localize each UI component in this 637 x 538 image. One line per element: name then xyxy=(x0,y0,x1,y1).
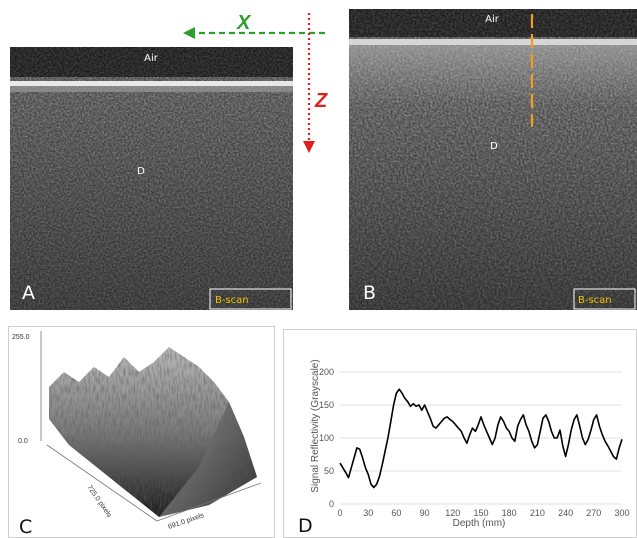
panel-c-z-min-label: 0.0 xyxy=(18,438,28,445)
x-tick-label: 270 xyxy=(586,508,601,518)
x-tick-label: 150 xyxy=(473,508,488,518)
panel-b-bscan: Air D B B-scan xyxy=(349,9,637,310)
panel-c-depth-axis xyxy=(46,444,158,522)
chart-grid xyxy=(340,371,622,505)
x-axis-title: Depth (mm) xyxy=(453,518,506,529)
z-direction-label: Z xyxy=(314,90,328,112)
x-tick-label: 90 xyxy=(420,508,430,518)
x-tick-label: 210 xyxy=(530,508,545,518)
x-tick-label: 300 xyxy=(614,508,629,518)
panel-c-depth-axis-label: 725.0 pixels xyxy=(85,484,112,519)
panel-b-letter: B xyxy=(363,282,376,304)
x-tick-label: 30 xyxy=(363,508,373,518)
x-tick-label: 0 xyxy=(337,508,342,518)
panel-b-region-label: D xyxy=(490,141,498,152)
x-direction-label: X xyxy=(236,12,252,34)
panel-c-letter: C xyxy=(19,516,32,538)
panel-d-letter: D xyxy=(298,515,313,537)
x-tick-label: 180 xyxy=(502,508,517,518)
panel-c-width-axis xyxy=(156,482,262,522)
x-tick-label: 60 xyxy=(391,508,401,518)
y-tick-label: 100 xyxy=(319,433,334,443)
direction-arrows: X Z xyxy=(183,12,328,153)
panel-a-scan-label: B-scan xyxy=(215,295,249,306)
y-tick-label: 150 xyxy=(319,400,334,410)
y-axis-title: Signal Reflectivity (Grayscale) xyxy=(310,359,321,492)
x-arrow-head xyxy=(183,27,195,39)
panel-a-scan-box xyxy=(209,288,292,310)
x-tick-label: 240 xyxy=(558,508,573,518)
z-arrow-head xyxy=(303,141,315,153)
panel-b-air-label: Air xyxy=(485,14,500,25)
panel-b-scan-box xyxy=(573,288,636,310)
x-axis-ticks: 0 30 60 90 120 150 180 210 240 270 300 xyxy=(337,508,629,518)
y-tick-label: 50 xyxy=(324,466,334,476)
panel-b-scan-label: B-scan xyxy=(578,295,612,306)
panel-c-surface-plot: 255.0 0.0 725.0 pixels 691.0 pixels C xyxy=(8,326,275,538)
y-axis-ticks: 0 50 100 150 200 xyxy=(319,367,334,509)
panel-a-bscan: Air D A B-scan xyxy=(10,47,293,310)
panel-d-line-chart: 0 50 100 150 200 0 30 60 90 120 150 180 210 240 270 30… xyxy=(283,329,637,538)
y-tick-label: 200 xyxy=(319,367,334,377)
series-line xyxy=(339,388,623,489)
y-tick-label: 0 xyxy=(329,499,334,509)
x-tick-label: 120 xyxy=(445,508,460,518)
panel-c-z-max-label: 255.0 xyxy=(12,334,30,341)
panel-a-letter: A xyxy=(22,282,35,304)
panel-a-air-label: Air xyxy=(144,53,159,64)
panel-a-region-label: D xyxy=(137,166,145,177)
